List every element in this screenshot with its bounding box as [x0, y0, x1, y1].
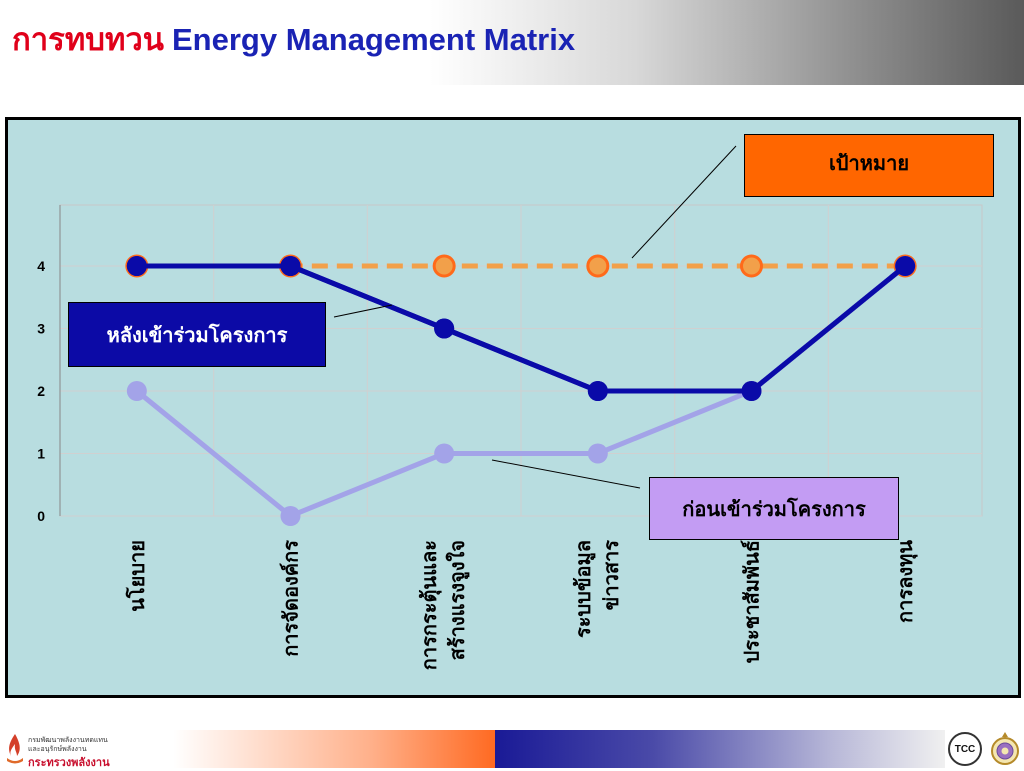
target-callout-label: เป้าหมาย — [828, 151, 910, 175]
y-tick-label: 1 — [37, 446, 45, 462]
y-tick-label: 2 — [37, 383, 45, 399]
after-series-point-overlay — [434, 318, 455, 339]
before-series-point — [434, 443, 455, 464]
x-category-label-line: การลงทุน — [893, 540, 918, 623]
before-leader-line — [491, 459, 641, 489]
before-series-point — [280, 506, 301, 526]
flame-icon — [7, 734, 23, 764]
after-series-point-overlay — [280, 256, 301, 276]
x-category-label-line: ประชาสัมพันธ์ — [740, 540, 764, 663]
ministry-line1: กรมพัฒนาพลังงานทดแทน — [28, 736, 108, 744]
footer-left-band — [0, 730, 495, 768]
before-series-point — [126, 381, 147, 401]
royal-seal-icon — [991, 732, 1019, 765]
page-title: การทบทวน Energy Management Matrix — [12, 14, 575, 64]
after-callout: หลังเข้าร่วมโครงการ — [68, 302, 326, 367]
after-callout-label: หลังเข้าร่วมโครงการ — [106, 322, 288, 347]
tcc-logo-text: TCC — [954, 743, 976, 755]
footer-right-band — [495, 730, 945, 768]
x-category-label: การจัดองค์กร — [279, 540, 303, 657]
x-category-label: ระบบข้อมูล ข่าวสาร — [571, 540, 623, 638]
after-series-line-overlay — [136, 263, 907, 394]
after-series-point-overlay — [587, 381, 608, 401]
before-callout-label: ก่อนเข้าร่วมโครงการ — [682, 496, 866, 521]
title-thai: การทบทวน — [12, 22, 164, 58]
x-category-label-line: การกระตุ้นและ — [417, 540, 442, 670]
x-category-label: การลงทุน — [893, 540, 918, 623]
tcc-logo: TCC — [948, 732, 982, 766]
target-leader-line — [631, 145, 737, 259]
after-leader-line — [333, 304, 393, 318]
target-point — [432, 254, 456, 278]
header-band — [0, 0, 1024, 85]
after-series-point-overlay — [741, 381, 762, 401]
x-category-label-line: ระบบข้อมูล — [571, 540, 597, 638]
after-series-point-overlay — [895, 256, 916, 276]
ministry-line2: และอนุรักษ์พลังงาน — [28, 745, 87, 753]
ministry-line3: กระทรวงพลังงาน — [28, 756, 110, 769]
target-callout: เป้าหมาย — [744, 134, 994, 197]
x-category-label: นโยบาย — [125, 540, 149, 612]
after-series-point-overlay — [126, 256, 147, 276]
target-point — [586, 254, 610, 278]
x-category-label-line: นโยบาย — [125, 540, 149, 612]
title-english: Energy Management Matrix — [171, 22, 576, 57]
x-category-label: การกระตุ้นและ สร้างแรงจูงใจ — [417, 540, 471, 670]
chart-frame — [5, 117, 1021, 698]
y-tick-label: 0 — [37, 508, 45, 524]
y-tick-label: 4 — [37, 258, 45, 274]
target-point — [740, 254, 763, 278]
energy-matrix-chart: 0 1 2 3 4 นโยบาย การจัดองค์กร การกระตุ้นและ สร้า… — [37, 145, 983, 670]
before-series-point — [587, 443, 608, 464]
before-callout: ก่อนเข้าร่วมโครงการ — [649, 477, 899, 540]
x-category-label-line: การจัดองค์กร — [279, 540, 303, 657]
ministry-logo: กรมพัฒนาพลังงานทดแทน และอนุรักษ์พลังงาน … — [4, 732, 110, 770]
x-category-label: ประชาสัมพันธ์ — [740, 540, 764, 663]
x-category-label-line: ข่าวสาร — [599, 540, 623, 611]
x-category-label-line: สร้างแรงจูงใจ — [445, 540, 471, 660]
y-tick-label: 3 — [37, 321, 45, 337]
